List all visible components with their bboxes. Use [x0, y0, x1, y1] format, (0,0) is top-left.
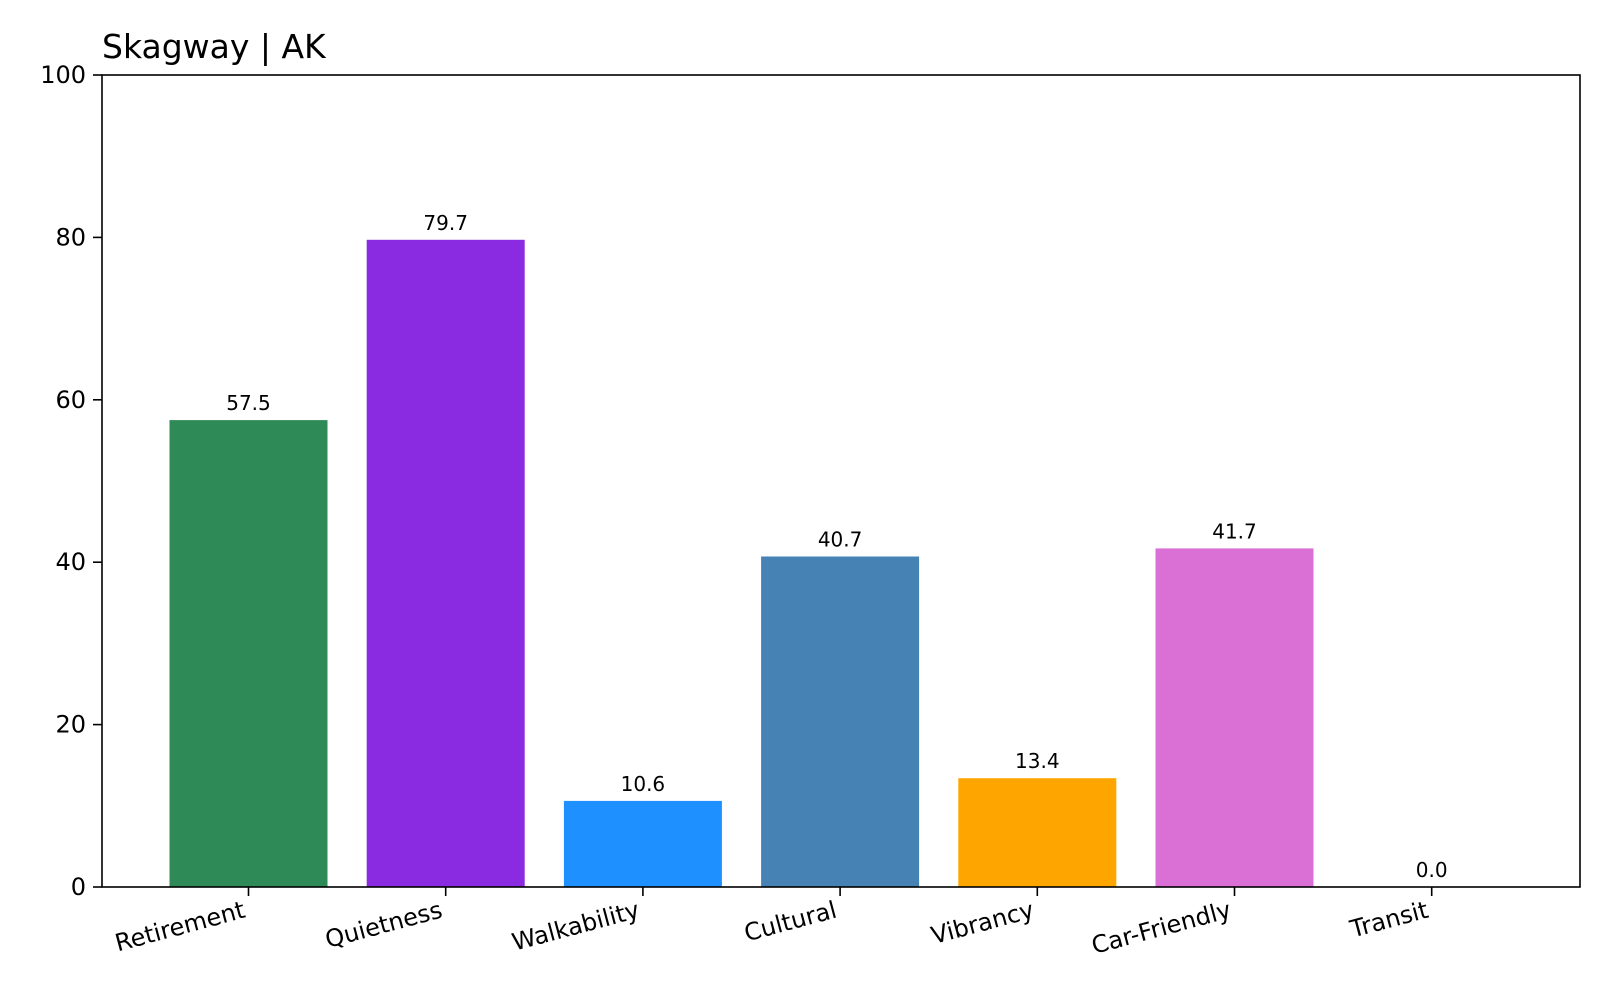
bar-value-label: 0.0 [1416, 858, 1448, 882]
x-tick-label: Transit [1346, 896, 1431, 944]
y-tick-label: 80 [55, 223, 86, 251]
bars-layer [169, 239, 1314, 888]
bar-vibrancy [958, 778, 1117, 887]
y-tick-label: 20 [55, 711, 86, 739]
bar-retirement [169, 420, 328, 887]
x-axis: Retirement Quietness Walkability Cultural Vi… [112, 887, 1433, 960]
bar-walkability [563, 800, 722, 887]
bar-value-label: 41.7 [1212, 519, 1257, 543]
bar-value-label: 10.6 [621, 772, 666, 796]
bar-cultural [761, 556, 920, 887]
y-tick-label: 100 [40, 61, 86, 89]
bar-value-label: 40.7 [818, 528, 863, 552]
bar-value-label: 57.5 [226, 391, 271, 415]
x-tick-label: Cultural [741, 896, 840, 948]
bar-quietness [366, 239, 525, 888]
x-tick-label: Walkability [509, 896, 642, 957]
y-tick-label: 40 [55, 548, 86, 576]
y-tick-label: 0 [71, 873, 86, 901]
bar-value-label: 79.7 [423, 211, 468, 235]
plot-frame [101, 74, 1581, 888]
x-tick-label: Vibrancy [928, 896, 1037, 950]
x-tick-label: Quietness [322, 896, 445, 954]
bar-labels-layer: 57.5 79.7 10.6 40.7 13.4 41.7 0.0 [226, 211, 1447, 882]
x-tick-label: Car-Friendly [1089, 896, 1235, 960]
bar-car-friendly [1155, 548, 1314, 887]
y-axis: 0 20 40 60 80 100 [40, 61, 102, 901]
y-tick-label: 60 [55, 386, 86, 414]
bar-value-label: 13.4 [1015, 749, 1060, 773]
chart-title: Skagway | AK [102, 27, 327, 66]
x-tick-label: Retirement [112, 896, 248, 958]
